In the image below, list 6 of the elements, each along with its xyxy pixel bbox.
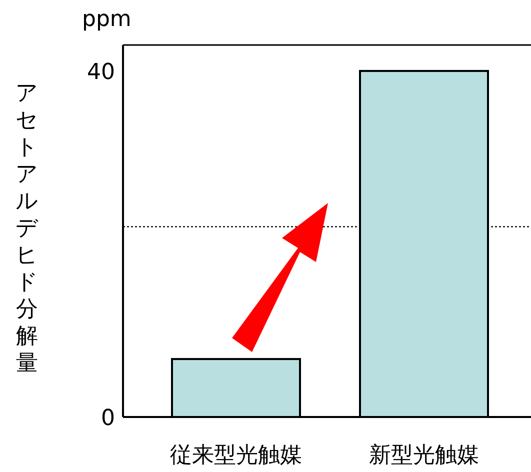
text: アセトアルデヒド分解量	[16, 81, 38, 376]
x-tick-label: 新型光触媒	[369, 443, 479, 468]
x-tick-label: 従来型光触媒	[170, 443, 302, 468]
text: ppm	[82, 7, 132, 32]
y-tick-label: 0	[101, 406, 115, 431]
y-tick-label: 40	[87, 60, 115, 85]
